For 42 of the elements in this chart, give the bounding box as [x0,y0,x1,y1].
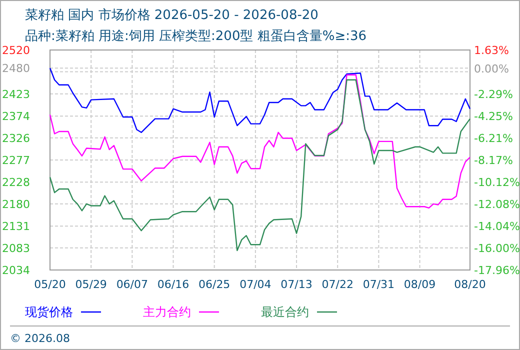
legend-label: 现货价格 [25,305,73,319]
x-tick-label: 06/07 [116,278,148,291]
chart-subtitle: 品种:菜籽粕 用途:饲用 压榨类型:200型 粗蛋白含量%≥:36 [25,29,367,44]
y-tick-label: 2034 [2,264,30,277]
y2-tick-label: -2.29% [474,88,513,102]
x-tick-label: 08/09 [404,278,436,291]
x-tick-label: 07/22 [322,278,354,291]
x-tick-label: 07/13 [280,278,312,291]
x-tick-label: 07/31 [362,278,395,291]
y-tick-label: 2083 [2,242,30,255]
y2-tick-label: -16.00% [474,242,520,255]
y-tick-label: 2277 [2,154,30,167]
y-tick-label: 2131 [2,220,30,234]
x-tick-label: 08/20 [454,278,486,291]
y-tick-label: 2326 [2,132,30,145]
y2-tick-label: -12.08% [474,198,520,211]
y2-tick-label: 1.63% [474,44,509,57]
y2-tick-label: -10.12% [474,176,520,189]
x-tick-label: 06/25 [198,278,230,291]
chart-title: 菜籽粕 国内 市场价格 2026-05-20 - 2026-08-20 [25,8,318,23]
legend-label: 最近合约 [261,305,309,319]
y2-tick-label: 0.00% [474,62,509,76]
x-tick-label: 05/29 [75,278,107,291]
y-tick-label: 2423 [2,88,30,101]
y-tick-label: 2180 [2,198,30,211]
line-series [49,68,471,133]
x-tick-label: 06/16 [157,278,190,291]
y-tick-label: 2520 [2,44,30,57]
y2-tick-label: -14.04% [474,220,520,233]
y2-tick-label: -4.25% [474,110,513,124]
line-series [49,74,471,209]
legend-label: 主力合约 [143,305,191,319]
line-series [49,79,471,252]
y2-tick-label: -6.21% [474,132,513,146]
y-tick-label: 2228 [2,176,30,190]
y-tick-label: 2480 [2,62,30,76]
y2-tick-label: -8.17% [474,154,513,168]
text: © 2026.08 [10,332,70,345]
y-tick-label: 2374 [2,110,30,124]
y2-tick-label: -17.96% [474,264,520,277]
x-tick-label: 07/04 [240,278,272,291]
x-tick-label: 05/20 [34,278,66,291]
